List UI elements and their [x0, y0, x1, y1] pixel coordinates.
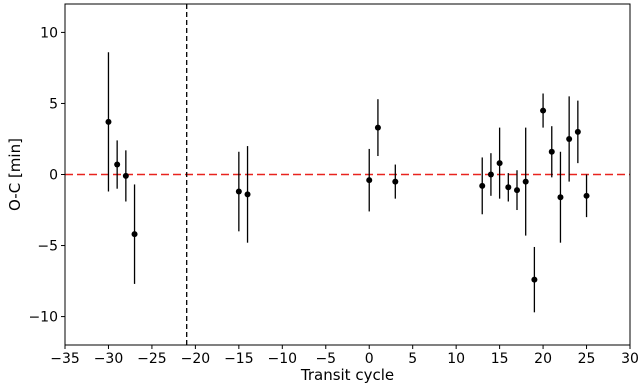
data-point	[557, 194, 564, 201]
data-point	[505, 184, 512, 191]
data-point	[540, 107, 547, 114]
x-tick-label: 25	[578, 351, 596, 367]
data-point	[531, 276, 538, 283]
x-tick-label: −25	[137, 351, 167, 367]
x-tick-label: 20	[534, 351, 552, 367]
data-point	[392, 178, 399, 185]
x-tick-label: −35	[50, 351, 80, 367]
y-tick-label: 5	[49, 96, 58, 112]
data-point	[487, 171, 494, 178]
y-axis-label: O-C [min]	[6, 138, 24, 211]
data-point	[496, 160, 503, 167]
data-point	[114, 161, 121, 168]
x-tick-label: 15	[491, 351, 509, 367]
x-tick-label: 5	[408, 351, 417, 367]
y-tick-label: 10	[40, 25, 58, 41]
x-tick-label: −15	[224, 351, 254, 367]
data-point	[105, 118, 112, 125]
data-point	[244, 191, 251, 198]
data-point	[583, 192, 590, 199]
data-point	[374, 124, 381, 131]
y-tick-label: −10	[28, 310, 58, 326]
y-tick-label: −5	[37, 239, 58, 255]
x-tick-label: 10	[447, 351, 465, 367]
x-tick-label: −10	[268, 351, 298, 367]
data-point	[235, 188, 242, 195]
data-point	[548, 148, 555, 155]
x-axis-label: Transit cycle	[300, 366, 394, 384]
data-point	[522, 178, 529, 185]
data-point	[122, 172, 129, 179]
y-tick-label: 0	[49, 168, 58, 184]
x-tick-label: −30	[94, 351, 124, 367]
data-point	[479, 182, 486, 189]
data-point	[566, 135, 573, 142]
x-tick-label: 30	[621, 351, 639, 367]
data-point	[131, 231, 138, 238]
data-point	[514, 187, 520, 194]
x-tick-label: −20	[181, 351, 211, 367]
data-point	[366, 177, 373, 184]
ticks-layer: −35 −30 −25 −20 −15 −10 −5 0 5 10 15 20 25 30 −10 −5 0 5 1…	[28, 25, 638, 367]
x-tick-label: −5	[315, 351, 336, 367]
plot-layer	[65, 4, 630, 345]
x-tick-label: 0	[365, 351, 374, 367]
data-point	[574, 128, 581, 135]
